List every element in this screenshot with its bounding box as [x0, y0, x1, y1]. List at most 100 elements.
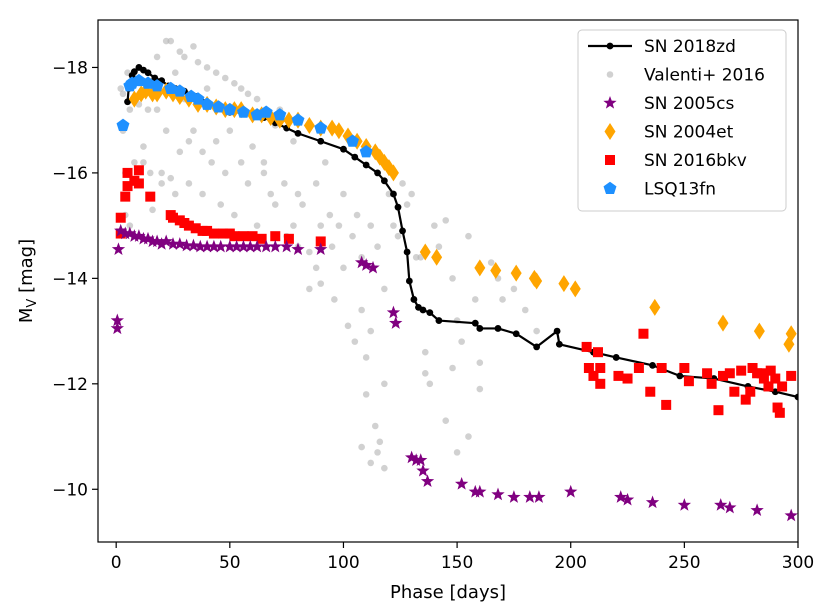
sn2016bkv-point-10 [168, 212, 178, 223]
series-sn2005cs [110, 223, 798, 522]
sn2005cs-point-11 [150, 234, 164, 248]
y-axis-label-main: M [16, 308, 37, 324]
valenti-point-126 [442, 417, 450, 425]
sn2018zd-point-32 [405, 277, 413, 285]
sn2016bkv-point-13 [183, 220, 194, 231]
valenti-point-16 [153, 53, 161, 61]
series-lsq13fn [116, 73, 373, 158]
sn2005cs-point-35 [386, 305, 401, 319]
sn2004et-point-19 [283, 111, 295, 129]
sn2005cs-point-46 [507, 490, 521, 503]
valenti-point-86 [358, 306, 365, 314]
sn2005cs-point-17 [186, 238, 201, 252]
sn2016bkv-point-32 [595, 378, 606, 389]
sn2016bkv-point-48 [736, 365, 747, 376]
legend-label-sn2005cs: SN 2005cs [644, 94, 735, 114]
sn2016bkv-point-2 [120, 191, 131, 202]
sn2018zd-point-44 [555, 340, 563, 348]
sn2005cs-point-33 [359, 258, 373, 271]
valenti-point-52 [249, 143, 256, 150]
sn2005cs-point-45 [491, 487, 505, 501]
sn2016bkv-point-3 [122, 181, 133, 192]
sn2016bkv-point-55 [763, 381, 774, 392]
valenti-point-71 [312, 264, 320, 272]
valenti-point-46 [231, 79, 238, 87]
valenti-point-18 [158, 169, 165, 177]
valenti-point-120 [533, 327, 540, 335]
sn2005cs-point-24 [236, 239, 251, 253]
x-tick-label-3: 150 [441, 553, 473, 573]
sn2016bkv-point-17 [208, 228, 219, 239]
sn2018zd-point-41 [512, 330, 520, 338]
sn2005cs-point-13 [159, 234, 173, 248]
valenti-point-49 [237, 159, 245, 166]
valenti-point-79 [340, 264, 347, 272]
sn2005cs-point-32 [354, 255, 369, 269]
x-tick-label-2: 100 [327, 553, 359, 573]
valenti-point-54 [253, 222, 261, 229]
valenti-point-44 [221, 169, 229, 177]
sn2005cs-point-30 [291, 242, 305, 256]
sn2005cs-point-18 [193, 239, 207, 253]
sn2016bkv-point-50 [745, 386, 756, 397]
valenti-point-64 [290, 137, 297, 145]
sn2004et-point-46 [783, 335, 795, 353]
sn2004et-point-24 [333, 122, 345, 140]
valenti-point-45 [226, 127, 234, 135]
valenti-point-121 [358, 443, 365, 451]
lsq13fn-point-17 [291, 113, 305, 126]
valenti-point-20 [162, 37, 170, 45]
sn2005cs-point-9 [141, 231, 155, 245]
sn2004et-point-44 [753, 322, 765, 340]
valenti-point-47 [231, 211, 238, 219]
sn2018zd-point-3 [130, 68, 138, 76]
valenti-point-115 [487, 259, 495, 266]
valenti-point-114 [476, 359, 484, 367]
valenti-point-70 [312, 180, 320, 187]
y-tick-label-3: −12 [52, 375, 88, 395]
valenti-point-123 [374, 449, 381, 456]
valenti-point-33 [190, 127, 197, 135]
valenti-point-119 [521, 306, 529, 314]
sn2004et-point-41 [569, 280, 581, 298]
legend: SN 2018zd Valenti+ 2016 SN 2005cs SN 2004et… [577, 29, 787, 212]
sn2016bkv-point-18 [218, 228, 228, 239]
legend-marker-valenti [606, 71, 614, 78]
legend-label-sn2016bkv: SN 2016bkv [644, 151, 747, 171]
valenti-point-35 [199, 190, 206, 198]
sn2005cs-point-39 [414, 453, 428, 466]
sn2018zd-point-38 [471, 319, 479, 327]
valenti-point-125 [421, 369, 429, 377]
y-tick-label-1: −16 [52, 164, 88, 184]
valenti-point-81 [344, 322, 352, 330]
sn2016bkv-point-53 [756, 368, 767, 379]
sn2005cs-point-29 [279, 239, 294, 253]
valenti-point-61 [281, 180, 288, 187]
sn2016bkv-point-20 [229, 231, 240, 242]
sn2005cs-point-22 [223, 239, 237, 253]
sn2005cs-point-2 [111, 242, 126, 256]
sn2016bkv-point-60 [777, 381, 788, 392]
valenti-point-53 [253, 95, 261, 103]
sn2004et-point-40 [558, 275, 570, 293]
sn2005cs-point-42 [454, 477, 469, 490]
legend-label-sn2018zd: SN 2018zd [644, 37, 736, 57]
valenti-point-1 [119, 90, 127, 98]
valenti-point-24 [171, 69, 179, 77]
sn2016bkv-point-37 [645, 386, 656, 397]
sn2005cs-point-54 [714, 498, 728, 511]
series-sn2016bkv [115, 165, 797, 418]
sn2005cs-point-36 [389, 316, 403, 329]
sn2005cs-point-57 [784, 508, 798, 522]
lsq13fn-point-19 [346, 134, 360, 147]
sn2005cs-point-34 [366, 260, 380, 274]
valenti-point-113 [471, 296, 479, 303]
y-tick-label-0: −18 [52, 58, 88, 78]
sn2005cs-point-56 [750, 503, 764, 517]
valenti-point-6 [126, 106, 134, 113]
sn2005cs-point-0 [110, 313, 124, 327]
valenti-point-109 [449, 275, 456, 282]
valenti-point-130 [449, 364, 456, 372]
x-axis-label: Phase [days] [390, 582, 506, 603]
valenti-point-128 [465, 433, 472, 440]
